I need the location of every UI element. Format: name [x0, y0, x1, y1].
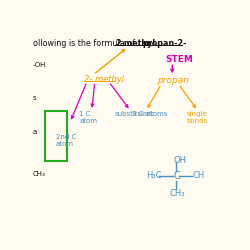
Bar: [45, 111, 67, 161]
Text: single
bonds: single bonds: [186, 111, 208, 124]
Text: CH: CH: [192, 171, 205, 180]
Text: ollowing is the formula of: ollowing is the formula of: [33, 39, 138, 48]
Text: CH₃: CH₃: [170, 190, 186, 198]
Text: substituent: substituent: [115, 111, 154, 117]
Text: CH₃: CH₃: [33, 171, 46, 177]
Text: 1 C
atom: 1 C atom: [79, 111, 97, 124]
Text: a: a: [33, 128, 37, 134]
Text: H₃C: H₃C: [146, 171, 162, 180]
Text: 2nd C
atom: 2nd C atom: [56, 134, 76, 147]
Text: propan: propan: [157, 76, 189, 85]
Text: 2-methyl: 2-methyl: [115, 39, 155, 48]
Text: 2- methyl: 2- methyl: [84, 75, 124, 84]
Text: STEM: STEM: [165, 55, 193, 64]
Text: C: C: [174, 171, 180, 181]
Text: propan-2-: propan-2-: [142, 39, 186, 48]
Text: 3 C atoms: 3 C atoms: [132, 111, 168, 117]
Text: -OH: -OH: [33, 62, 46, 68]
Text: s: s: [33, 96, 36, 102]
Text: OH: OH: [173, 156, 186, 164]
